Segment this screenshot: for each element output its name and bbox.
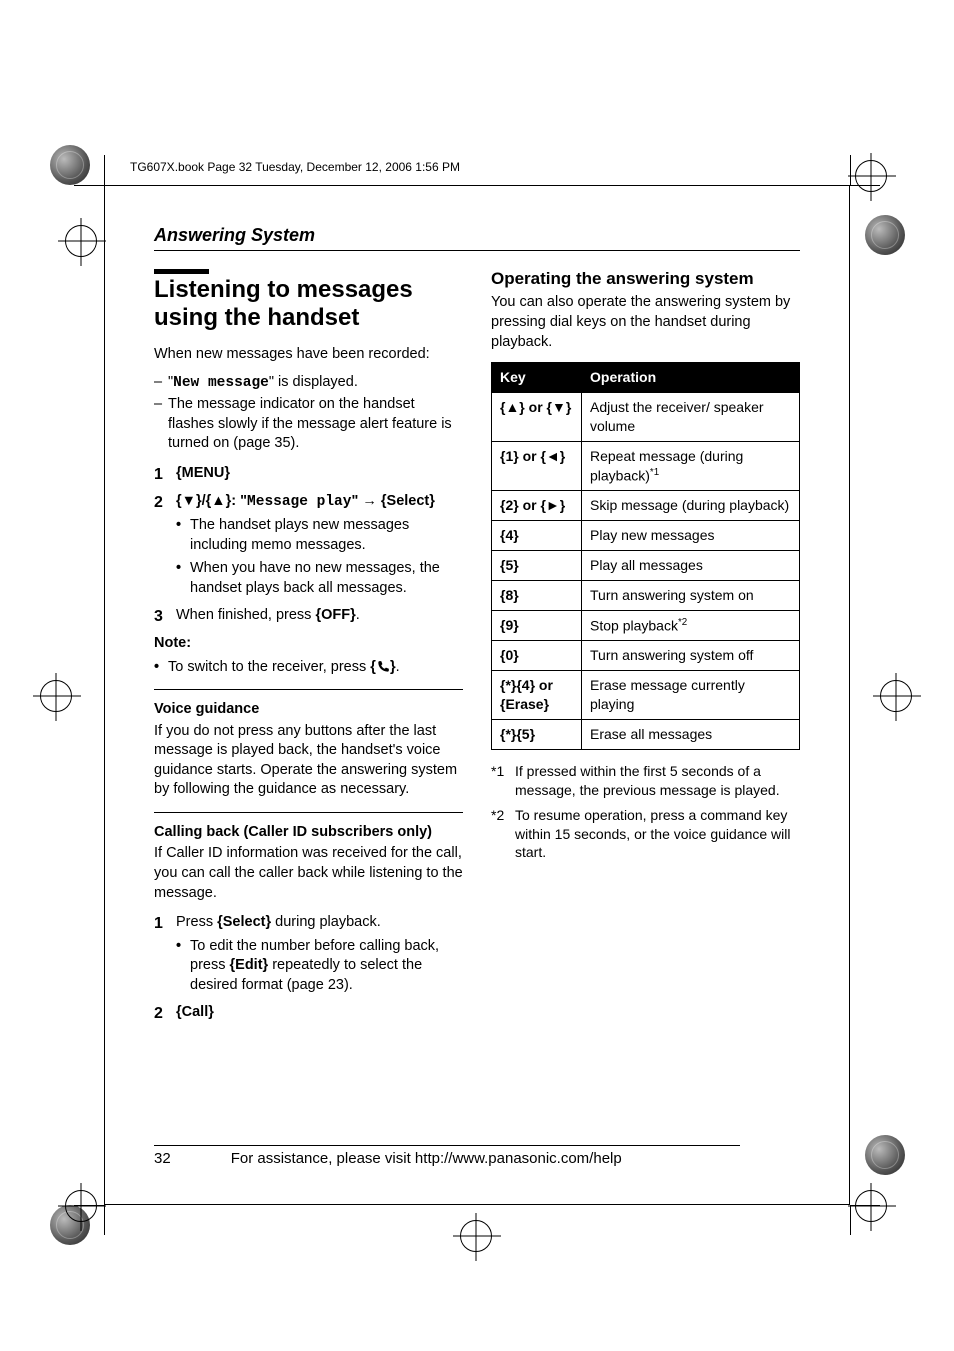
table-row: {*}{5}Erase all messages (492, 719, 800, 749)
registration-mark-br (855, 1190, 887, 1222)
registration-mark-tr (855, 160, 887, 192)
key-operation-table: Key Operation {▲} or {▼}Adjust the recei… (491, 362, 800, 750)
callback-body: If Caller ID information was received fo… (154, 844, 463, 903)
callback-step-1: 1 Press {Select} during playback. To edi… (154, 913, 463, 995)
intro-dash-list: "New message" is displayed. The message … (154, 373, 463, 454)
table-row: {4}Play new messages (492, 521, 800, 551)
dash-item-1: "New message" is displayed. (154, 373, 463, 394)
page-footer: 32 For assistance, please visit http://w… (154, 1145, 800, 1167)
talk-icon (376, 660, 390, 674)
footer-assist-text: For assistance, please visit http://www.… (231, 1150, 622, 1167)
registration-mark-bl (65, 1190, 97, 1222)
left-column: Listening to messages using the handset … (154, 269, 463, 1031)
voice-guidance-head: Voice guidance (154, 700, 463, 720)
key-table-body: {▲} or {▼}Adjust the receiver/ speaker v… (492, 392, 800, 749)
header-rule (154, 250, 800, 251)
callback-step-2: 2 {Call} (154, 1003, 463, 1023)
section-header: Answering System (154, 225, 800, 246)
step-2: 2 {▼}/{▲}: "Message play" → {Select} The… (154, 492, 463, 599)
dash-item-2: The message indicator on the handset fla… (154, 395, 463, 454)
page-content: Answering System Listening to messages u… (124, 205, 830, 1185)
table-row: {*}{4} or {Erase}Erase message currently… (492, 671, 800, 720)
crop-header-text: TG607X.book Page 32 Tuesday, December 12… (130, 160, 460, 174)
table-row: {5}Play all messages (492, 550, 800, 580)
table-row: {2} or {►}Skip message (during playback) (492, 491, 800, 521)
right-heading: Operating the answering system (491, 269, 800, 289)
registration-globe-br (865, 1135, 905, 1175)
step-2-bullet-2: When you have no new messages, the hands… (176, 559, 463, 598)
step-3: 3 When finished, press {OFF}. (154, 606, 463, 626)
title-bar (154, 269, 209, 274)
table-row: {8}Turn answering system on (492, 580, 800, 610)
divider-2 (154, 812, 463, 813)
registration-mark-ml (40, 680, 72, 712)
footnotes: *1If pressed within the first 5 seconds … (491, 762, 800, 862)
table-row: {0}Turn answering system off (492, 641, 800, 671)
registration-mark-mr (880, 680, 912, 712)
step-1: 1 {MENU} (154, 464, 463, 484)
registration-mark-bc (460, 1220, 492, 1252)
footnote-1: *1If pressed within the first 5 seconds … (491, 762, 800, 800)
step-2-bullet-1: The handset plays new messages including… (176, 516, 463, 555)
registration-globe-tr (865, 215, 905, 255)
table-row: {1} or {◄}Repeat message (during playbac… (492, 441, 800, 490)
page-number: 32 (154, 1150, 171, 1167)
right-intro: You can also operate the answering syste… (491, 293, 800, 352)
table-row: {▲} or {▼}Adjust the receiver/ speaker v… (492, 392, 800, 441)
th-key: Key (492, 363, 582, 393)
th-operation: Operation (582, 363, 800, 393)
note-bullet-1: To switch to the receiver, press {}. (154, 658, 463, 678)
right-column: Operating the answering system You can a… (491, 269, 800, 1031)
voice-guidance-body: If you do not press any buttons after th… (154, 722, 463, 800)
callback-step-list: 1 Press {Select} during playback. To edi… (154, 913, 463, 1023)
main-title: Listening to messages using the handset (154, 276, 463, 331)
callback-head: Calling back (Caller ID subscribers only… (154, 823, 463, 843)
note-list: To switch to the receiver, press {}. (154, 658, 463, 678)
step-1-key: {MENU} (176, 465, 230, 481)
intro-text: When new messages have been recorded: (154, 345, 463, 365)
divider-1 (154, 689, 463, 690)
registration-globe-tl (50, 145, 90, 185)
step-list: 1 {MENU} 2 {▼}/{▲}: "Message play" → {Se… (154, 464, 463, 626)
table-row: {9}Stop playback*2 (492, 610, 800, 641)
footnote-2: *2To resume operation, press a command k… (491, 806, 800, 863)
note-label: Note: (154, 634, 463, 654)
callback-step-1-bullet: To edit the number before calling back, … (176, 937, 463, 996)
registration-mark-tl (65, 225, 97, 257)
